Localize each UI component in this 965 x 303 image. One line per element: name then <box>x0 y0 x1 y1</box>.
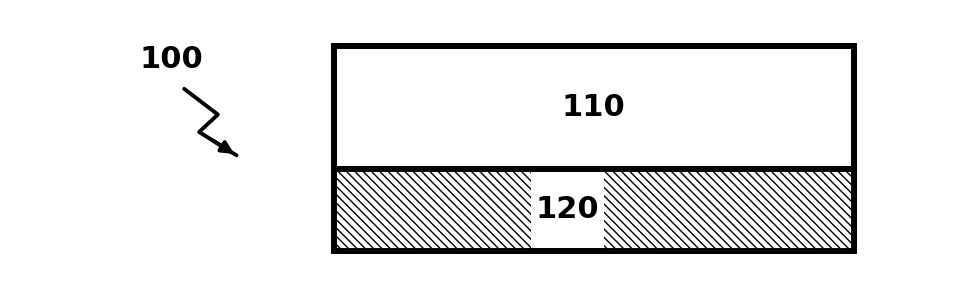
Text: 120: 120 <box>536 195 599 225</box>
Bar <box>334 46 853 169</box>
Text: 110: 110 <box>562 93 625 122</box>
Bar <box>334 46 853 169</box>
Bar <box>604 169 853 251</box>
Bar <box>334 169 853 251</box>
Text: 100: 100 <box>139 45 203 74</box>
Bar <box>334 169 853 251</box>
Bar <box>334 46 853 251</box>
Bar <box>334 169 532 251</box>
